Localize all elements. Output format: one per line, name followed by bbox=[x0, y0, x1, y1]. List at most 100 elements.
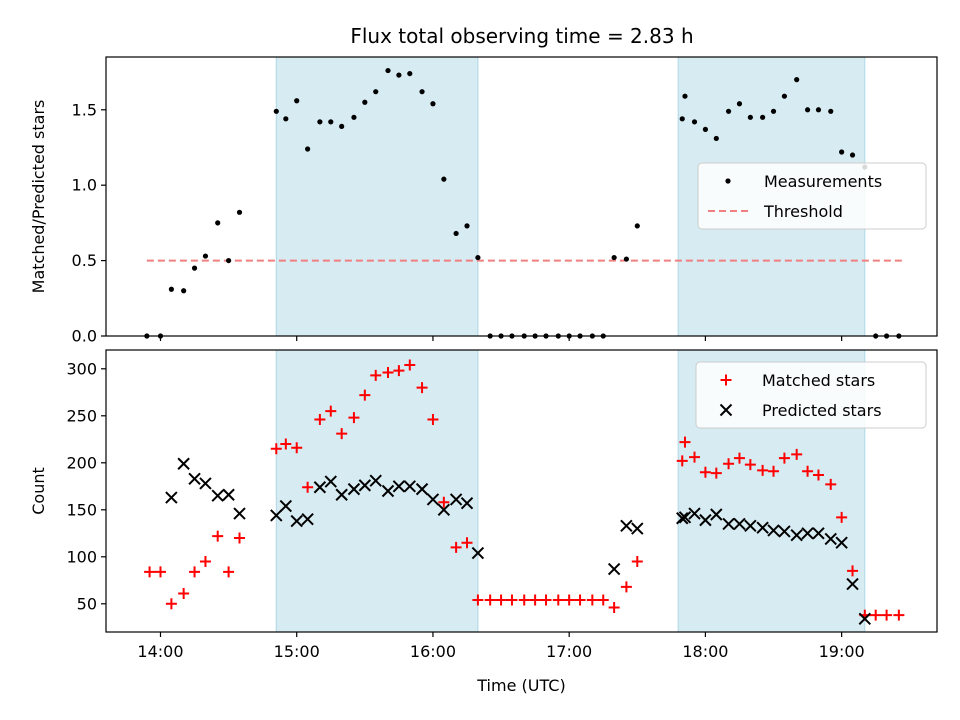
measurements-point bbox=[713, 135, 719, 142]
matched-stars-point bbox=[847, 565, 859, 577]
measurements-point bbox=[215, 220, 221, 226]
predicted-stars-point bbox=[460, 497, 474, 510]
matched-stars-point bbox=[495, 594, 507, 606]
legend-label: Matched stars bbox=[762, 371, 875, 390]
y-tick-label: 0.0 bbox=[72, 327, 97, 346]
predicted-stars-point bbox=[449, 493, 463, 506]
predicted-stars-point bbox=[437, 503, 451, 517]
predicted-stars-point bbox=[369, 474, 382, 487]
measurements-point bbox=[351, 114, 357, 120]
measurements-point bbox=[407, 70, 413, 77]
measurements-point bbox=[273, 108, 279, 114]
matched-stars-point bbox=[484, 594, 496, 606]
matched-stars-point bbox=[189, 566, 201, 578]
measurements-point bbox=[396, 72, 402, 78]
predicted-stars-point bbox=[415, 482, 429, 496]
matched-stars-point bbox=[563, 594, 575, 606]
predicted-stars-point bbox=[812, 527, 825, 540]
matched-stars-point bbox=[270, 443, 282, 455]
measurements-point bbox=[441, 176, 447, 182]
matched-stars-point bbox=[461, 537, 473, 549]
predicted-stars-point bbox=[165, 491, 178, 504]
matched-stars-point bbox=[404, 359, 416, 371]
matched-stars-point bbox=[438, 496, 450, 508]
matched-stars-point bbox=[893, 609, 905, 621]
predicted-stars-point bbox=[222, 488, 235, 501]
predicted-stars-point bbox=[392, 480, 406, 493]
matched-stars-point bbox=[314, 414, 326, 426]
axes-frame bbox=[105, 349, 938, 633]
x-tick-label: 16:00 bbox=[410, 642, 456, 661]
legend-box bbox=[697, 162, 927, 230]
predicted-stars-point bbox=[607, 562, 621, 576]
predicted-stars-point bbox=[347, 482, 361, 496]
predicted-stars-point bbox=[358, 479, 372, 492]
y-tick-label: 50 bbox=[77, 594, 97, 613]
matched-stars-point bbox=[679, 436, 691, 448]
matched-stars-point bbox=[676, 455, 688, 467]
matched-stars-point bbox=[733, 452, 745, 464]
bottom-panel: 50 100 150 200 250 300 14:00 15:00 16:00 17:00 18:… bbox=[29, 349, 938, 695]
measurements-point bbox=[794, 77, 800, 83]
measurements-point bbox=[781, 93, 788, 99]
measurements-point bbox=[236, 209, 243, 215]
matched-stars-point bbox=[370, 369, 382, 381]
measurements-point bbox=[725, 108, 732, 114]
x-axis-label: Time (UTC) bbox=[476, 676, 565, 695]
measurements-point bbox=[385, 67, 391, 74]
matched-stars-point bbox=[472, 594, 484, 606]
matched-stars-point bbox=[393, 365, 405, 377]
predicted-stars-point bbox=[846, 577, 859, 591]
measurements-point bbox=[623, 256, 629, 262]
matched-stars-point bbox=[723, 458, 735, 470]
predicted-stars-point bbox=[426, 493, 440, 506]
predicted-stars-point bbox=[756, 521, 769, 534]
predicted-stars-point bbox=[722, 517, 735, 531]
predicted-stars-point bbox=[381, 484, 395, 498]
measurements-point bbox=[736, 101, 743, 107]
observing-span bbox=[275, 56, 479, 337]
legend-label: Measurements bbox=[764, 172, 882, 191]
legend-marker bbox=[725, 178, 731, 184]
matched-stars-point bbox=[552, 594, 564, 606]
predicted-stars-point bbox=[801, 527, 814, 540]
predicted-stars-point bbox=[824, 532, 837, 546]
matched-stars-point bbox=[165, 598, 177, 610]
matched-stars-point bbox=[757, 464, 769, 476]
matched-stars-point bbox=[199, 556, 211, 567]
measurements-point bbox=[691, 119, 698, 125]
predicted-stars-point bbox=[471, 546, 485, 560]
measurements-series bbox=[144, 67, 902, 339]
matched-stars-point bbox=[223, 566, 235, 578]
measurements-point bbox=[815, 107, 822, 113]
legend-box bbox=[695, 361, 927, 429]
y-tick-label: 1.0 bbox=[72, 176, 97, 195]
measurements-point bbox=[839, 149, 845, 155]
matched-stars-point bbox=[574, 594, 586, 606]
matched-stars-point bbox=[699, 466, 711, 478]
matched-stars-point bbox=[608, 602, 620, 614]
x-tick-label: 14:00 bbox=[137, 642, 183, 661]
observing-span bbox=[275, 349, 479, 633]
predicted-stars-point bbox=[301, 512, 314, 526]
legend-marker bbox=[719, 403, 733, 417]
y-axis-label: Matched/Predicted stars bbox=[29, 100, 48, 294]
matched-stars-point bbox=[359, 389, 371, 401]
measurements-point bbox=[191, 265, 198, 271]
axes-frame bbox=[105, 56, 938, 337]
matched-stars-point bbox=[154, 566, 166, 578]
measurements-point bbox=[283, 116, 289, 122]
measurements-point bbox=[679, 116, 685, 122]
matched-stars-point bbox=[529, 594, 541, 606]
matched-stars-point bbox=[325, 405, 337, 417]
measurements-point bbox=[747, 114, 753, 120]
measurements-point bbox=[202, 253, 209, 259]
measurements-point bbox=[168, 286, 174, 292]
predicted-stars-point bbox=[767, 524, 780, 537]
y-tick-label: 100 bbox=[66, 547, 97, 566]
predicted-stars-point bbox=[688, 507, 701, 520]
predicted-stars-point bbox=[790, 528, 803, 542]
matched-stars-point bbox=[812, 469, 824, 481]
matched-stars-point bbox=[518, 594, 530, 606]
